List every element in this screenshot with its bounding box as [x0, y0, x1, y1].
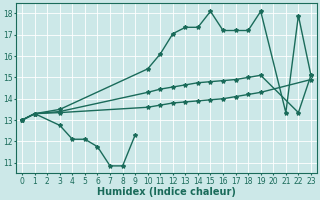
X-axis label: Humidex (Indice chaleur): Humidex (Indice chaleur) — [97, 187, 236, 197]
